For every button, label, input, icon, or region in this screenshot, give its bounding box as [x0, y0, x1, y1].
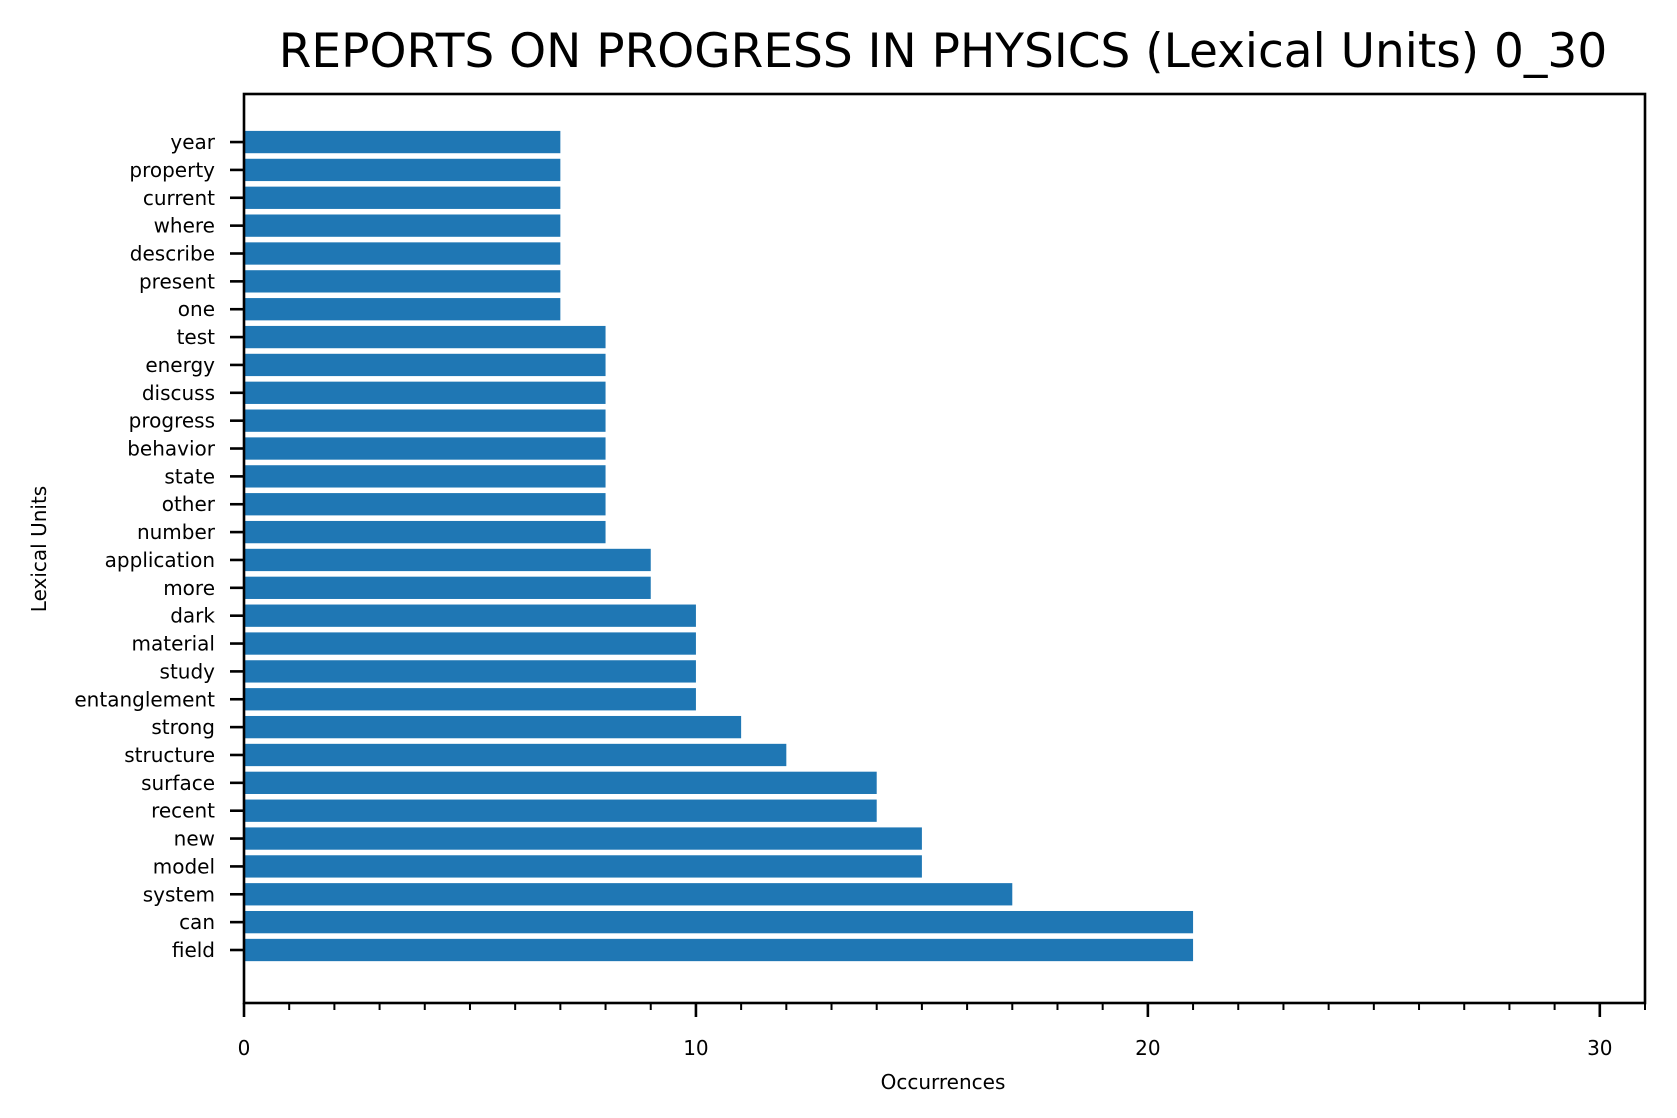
y-tick-label-where: where: [154, 214, 215, 238]
y-tick-label-number: number: [137, 520, 216, 544]
bar-dark: [244, 604, 696, 627]
bar-material: [244, 632, 696, 655]
y-tick-label-state: state: [164, 464, 215, 488]
y-tick-label-present: present: [139, 269, 215, 293]
y-tick-label-one: one: [178, 297, 215, 321]
y-tick-label-system: system: [143, 882, 215, 906]
x-axis-ticks: 0 10 20 30: [238, 1003, 1646, 1060]
x-tick-label-30: 30: [1587, 1036, 1612, 1060]
bar-surface: [244, 771, 877, 794]
x-axis-label: Occurrences: [881, 1070, 1006, 1094]
bar-test: [244, 325, 606, 349]
y-tick-label-field: field: [172, 938, 215, 962]
y-tick-label-application: application: [105, 548, 215, 572]
bar-application: [244, 548, 651, 572]
bar-system: [244, 883, 1013, 906]
bar-property: [244, 158, 561, 182]
y-tick-label-more: more: [163, 576, 215, 600]
bar-energy: [244, 353, 606, 377]
y-tick-label-discuss: discuss: [142, 381, 215, 405]
y-tick-label-energy: energy: [145, 353, 215, 377]
bar-year: [244, 130, 561, 154]
bar-behavior: [244, 437, 606, 460]
bar-where: [244, 214, 561, 237]
y-tick-label-strong: strong: [151, 715, 215, 739]
y-tick-label-material: material: [132, 632, 215, 656]
y-tick-label-new: new: [174, 827, 215, 851]
chart-title: REPORTS ON PROGRESS IN PHYSICS (Lexical …: [279, 24, 1607, 79]
bar-field: [244, 938, 1194, 962]
bar-number: [244, 520, 606, 544]
y-tick-label-behavior: behavior: [127, 437, 216, 461]
y-tick-label-dark: dark: [170, 604, 215, 628]
bar-entanglement: [244, 688, 696, 711]
y-tick-label-year: year: [170, 130, 215, 154]
bar-state: [244, 465, 606, 488]
y-tick-label-other: other: [162, 492, 216, 516]
bar-recent: [244, 799, 877, 822]
x-tick-label-0: 0: [238, 1036, 251, 1060]
y-tick-label-progress: progress: [129, 409, 215, 433]
bar-study: [244, 660, 696, 683]
y-axis-label: Lexical Units: [27, 486, 51, 612]
bar-can: [244, 910, 1194, 934]
bar-progress: [244, 409, 606, 432]
plot-frame: [242, 92, 1647, 1005]
y-tick-label-entanglement: entanglement: [74, 687, 215, 711]
bar-strong: [244, 715, 742, 739]
x-tick-label-20: 20: [1135, 1036, 1160, 1060]
y-tick-label-current: current: [143, 186, 215, 210]
y-tick-label-study: study: [160, 659, 216, 683]
y-axis-ticks: field can system model new recent surface struc…: [74, 130, 244, 962]
y-tick-label-property: property: [129, 158, 215, 182]
bar-other: [244, 493, 606, 516]
bar-present: [244, 270, 561, 293]
bar-new: [244, 827, 922, 850]
y-tick-label-describe: describe: [130, 242, 215, 266]
bar-describe: [244, 242, 561, 265]
bar-more: [244, 576, 651, 599]
bar-current: [244, 186, 561, 209]
y-tick-label-model: model: [153, 854, 215, 878]
y-tick-label-test: test: [177, 325, 216, 349]
y-tick-label-recent: recent: [151, 799, 215, 823]
x-tick-label-10: 10: [683, 1036, 708, 1060]
bar-discuss: [244, 381, 606, 404]
bars-group: [244, 130, 1194, 962]
bar-structure: [244, 743, 787, 767]
y-tick-label-structure: structure: [124, 743, 215, 767]
y-tick-label-can: can: [179, 910, 215, 934]
y-tick-label-surface: surface: [141, 771, 215, 795]
bar-one: [244, 298, 561, 321]
bar-model: [244, 855, 922, 878]
